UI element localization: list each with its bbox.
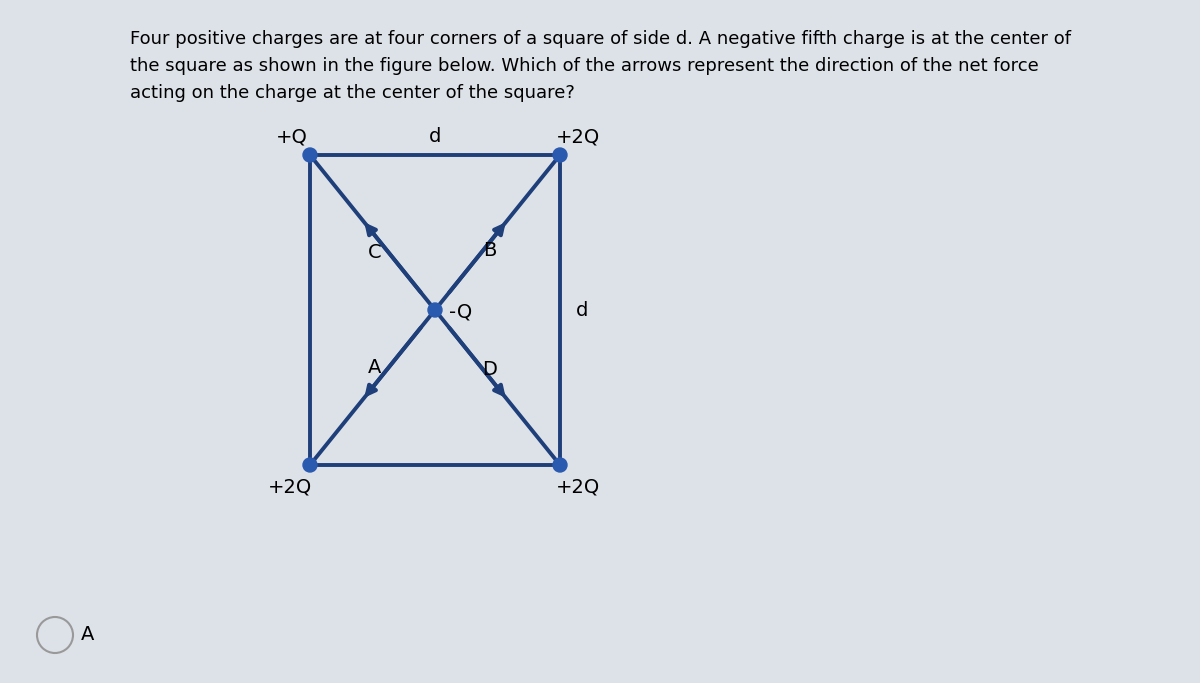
- Circle shape: [428, 303, 442, 317]
- Text: +2Q: +2Q: [556, 128, 600, 146]
- Text: Four positive charges are at four corners of a square of side d. A negative fift: Four positive charges are at four corner…: [130, 30, 1072, 102]
- Text: D: D: [482, 360, 498, 379]
- Text: A: A: [368, 358, 382, 377]
- Text: +Q: +Q: [276, 128, 308, 146]
- Text: B: B: [484, 241, 497, 260]
- Circle shape: [302, 458, 317, 472]
- Text: +2Q: +2Q: [556, 477, 600, 497]
- Text: C: C: [368, 243, 382, 262]
- Circle shape: [302, 148, 317, 162]
- Text: +2Q: +2Q: [268, 477, 312, 497]
- Circle shape: [553, 458, 568, 472]
- Text: d: d: [576, 301, 588, 320]
- Text: d: d: [428, 128, 442, 146]
- Circle shape: [553, 148, 568, 162]
- Text: -Q: -Q: [449, 303, 473, 322]
- Text: A: A: [82, 626, 95, 645]
